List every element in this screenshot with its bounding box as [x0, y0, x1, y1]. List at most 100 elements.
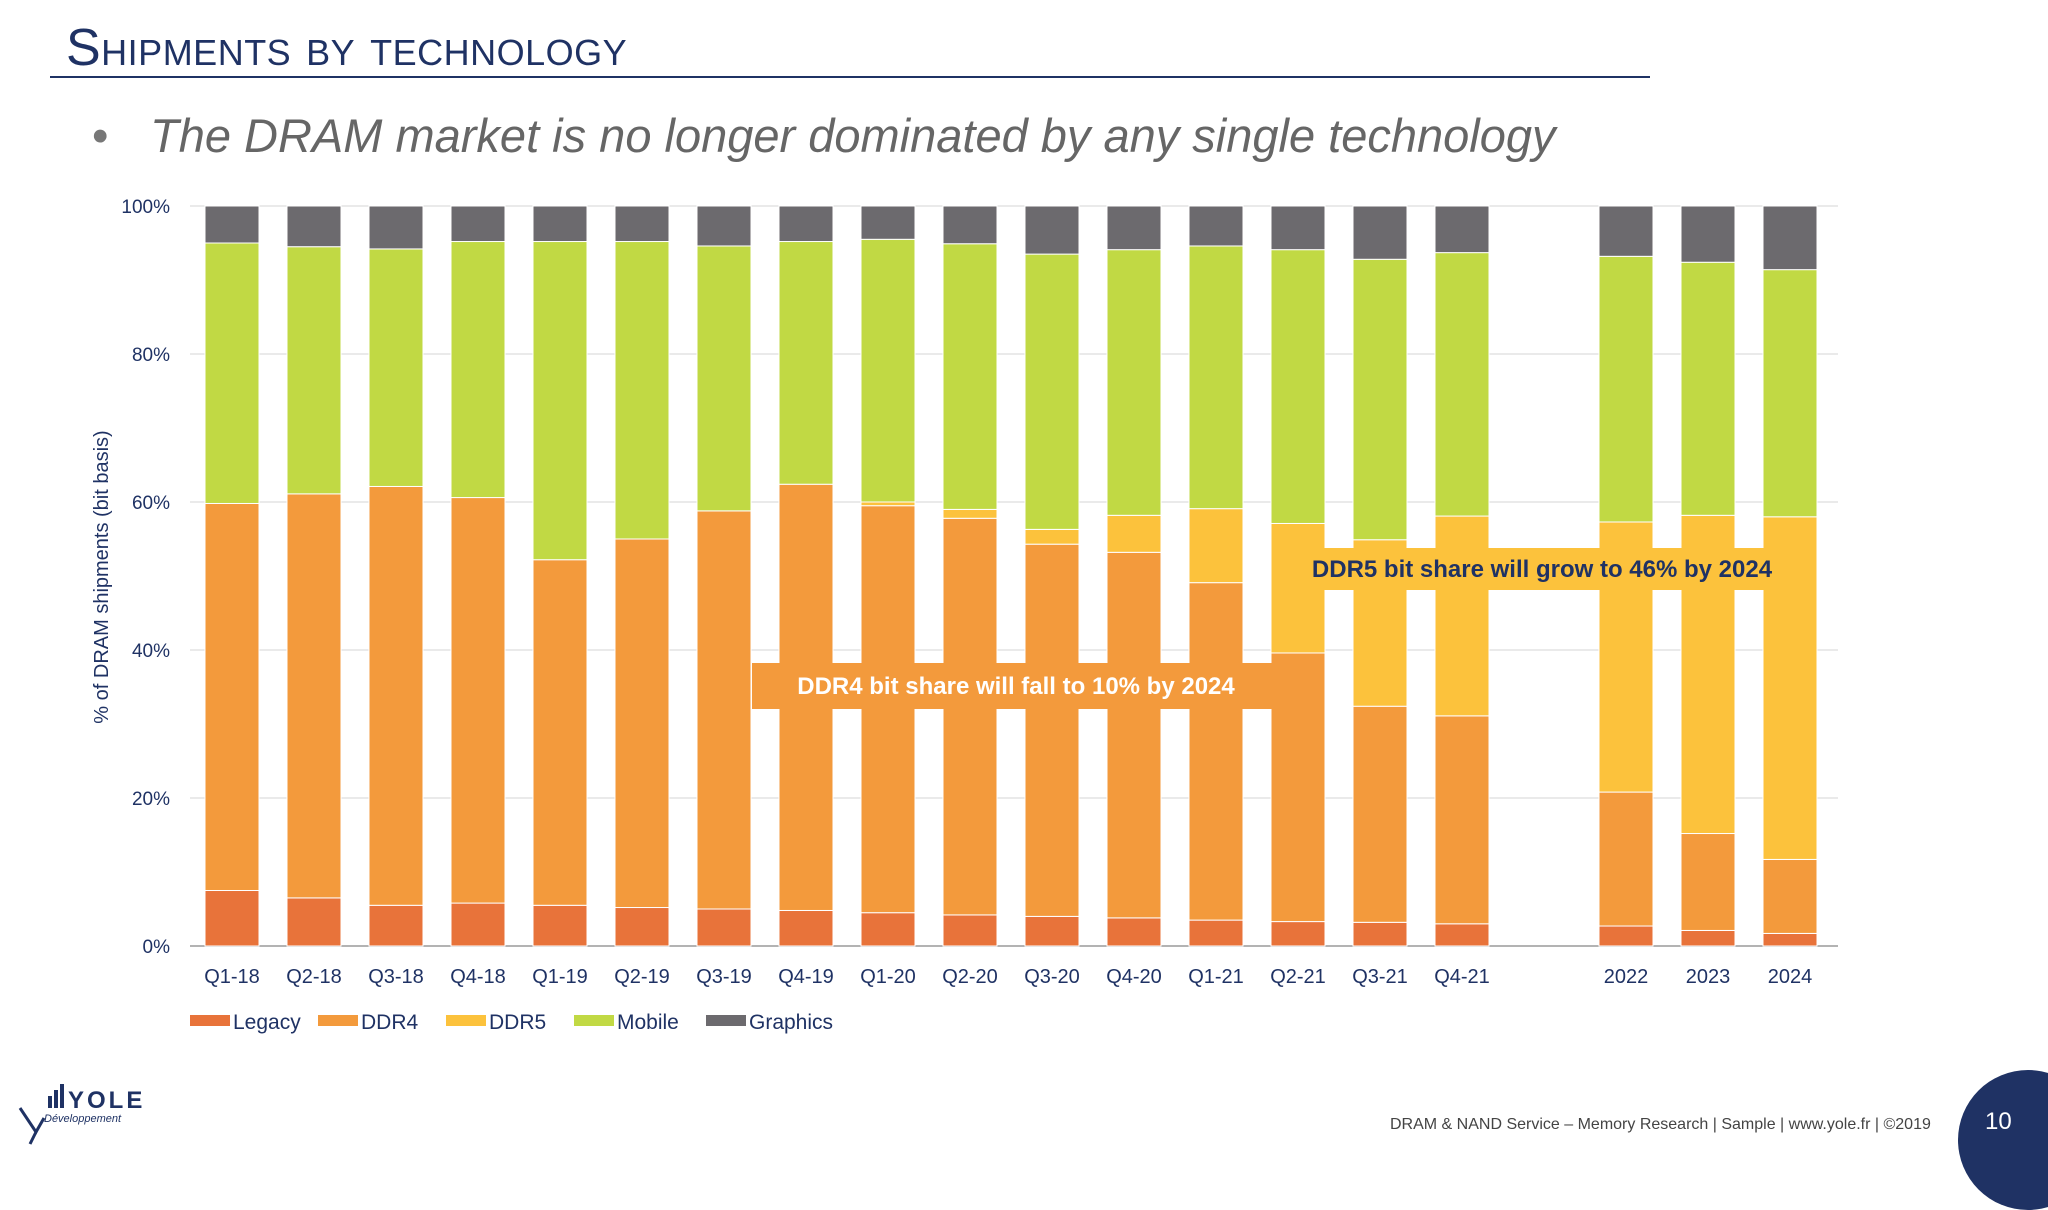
y-axis-ticks: 0% 20% 40% 60% 80% 100%	[121, 197, 170, 958]
annotation-text: DDR5 bit share will grow to 46% by 2024	[1312, 556, 1773, 583]
legend-swatch	[446, 1015, 486, 1026]
bar-segment-mobile	[1680, 261, 1736, 516]
bar-segment-graphics	[286, 205, 342, 248]
x-tick-label: Q2-18	[286, 966, 342, 988]
bar-segment-legacy	[1598, 925, 1654, 947]
bar-segment-legacy	[204, 890, 260, 947]
x-tick-label: Q1-18	[204, 966, 260, 988]
bar-segment-graphics	[1106, 205, 1162, 251]
bar-segment-mobile	[1762, 269, 1818, 518]
x-tick-label: 2023	[1686, 966, 1731, 988]
bullet-point: • The DRAM market is no longer dominated …	[92, 108, 1556, 163]
bar-segment-mobile	[1106, 249, 1162, 516]
bar-segment-ddr4	[1106, 551, 1162, 919]
bar-segment-legacy	[942, 914, 998, 947]
legend-label: Legacy	[233, 1011, 301, 1034]
bar-segment-legacy	[368, 904, 424, 947]
bar-segment-ddr4	[1352, 705, 1408, 923]
slide-title: Shipments by technology	[66, 19, 628, 77]
legend-swatch	[574, 1015, 614, 1026]
bar-segment-graphics	[1352, 205, 1408, 260]
bar-segment-legacy	[1188, 919, 1244, 947]
svg-text:Développement: Développement	[44, 1113, 122, 1125]
bar-segment-graphics	[696, 205, 752, 247]
bar-segment-legacy	[450, 902, 506, 947]
bar-segment-ddr4	[1680, 833, 1736, 931]
annotations: DDR4 bit share will fall to 10% by 2024 D…	[752, 548, 1792, 709]
legend-label: Mobile	[617, 1011, 679, 1034]
x-tick-label: Q4-19	[778, 966, 834, 988]
bar-segment-graphics	[1270, 205, 1326, 251]
bar-segment-ddr4	[1024, 543, 1080, 917]
y-axis-label: % of DRAM shipments (bit basis)	[91, 430, 113, 723]
bar-segment-mobile	[860, 238, 916, 503]
bar-segment-ddr4	[286, 493, 342, 899]
bar-segment-legacy	[696, 908, 752, 947]
bar-segment-graphics	[1762, 205, 1818, 271]
bar-segment-mobile	[204, 242, 260, 504]
bar-segment-graphics	[1188, 205, 1244, 247]
page-number-badge	[1958, 1070, 2048, 1210]
bar-segment-mobile	[1188, 245, 1244, 510]
bar-segment-graphics	[450, 205, 506, 243]
bar-segment-ddr4	[942, 517, 998, 916]
bar-segment-ddr4	[1598, 791, 1654, 927]
bar-segment-mobile	[1434, 252, 1490, 517]
bar-segment-mobile	[450, 241, 506, 499]
bar-segment-graphics	[614, 205, 670, 243]
x-tick-label: Q4-20	[1106, 966, 1162, 988]
x-tick-label: Q3-19	[696, 966, 752, 988]
bar-segment-graphics	[1680, 205, 1736, 263]
bar-series	[204, 205, 1818, 947]
bar-segment-legacy	[1270, 921, 1326, 947]
bar-segment-mobile	[778, 241, 834, 485]
bar-segment-ddr4	[368, 485, 424, 906]
x-tick-label: 2022	[1604, 966, 1649, 988]
bar-segment-mobile	[1024, 253, 1080, 530]
bar-segment-mobile	[1598, 255, 1654, 523]
x-tick-label: 2024	[1768, 966, 1813, 988]
x-tick-label: Q1-19	[532, 966, 588, 988]
x-tick-label: Q1-20	[860, 966, 916, 988]
bar-segment-ddr4	[1434, 715, 1490, 925]
x-tick-label: Q3-21	[1352, 966, 1408, 988]
y-tick-label: 0%	[143, 937, 171, 958]
bar-segment-graphics	[204, 205, 260, 244]
x-tick-label: Q2-20	[942, 966, 998, 988]
bar-segment-legacy	[1352, 921, 1408, 947]
bar-segment-graphics	[942, 205, 998, 245]
legend-swatch	[318, 1015, 358, 1026]
legend-swatch	[190, 1015, 230, 1026]
bar-segment-mobile	[614, 241, 670, 540]
x-tick-label: Q4-21	[1434, 966, 1490, 988]
bar-segment-ddr4	[450, 497, 506, 904]
bar-segment-legacy	[286, 897, 342, 947]
bar-segment-mobile	[1352, 258, 1408, 541]
y-tick-label: 80%	[132, 345, 170, 366]
bar-segment-legacy	[1106, 917, 1162, 947]
bar-segment-graphics	[1598, 205, 1654, 257]
bar-segment-legacy	[1680, 929, 1736, 947]
bar-segment-mobile	[942, 243, 998, 510]
bar-segment-legacy	[778, 909, 834, 947]
bar-segment-ddr4	[614, 538, 670, 909]
bar-segment-ddr5	[1106, 514, 1162, 553]
bullet-marker: •	[92, 109, 109, 162]
x-tick-label: Q2-19	[614, 966, 670, 988]
bar-segment-legacy	[860, 912, 916, 947]
bar-segment-ddr4	[532, 559, 588, 906]
bar-segment-legacy	[1434, 923, 1490, 947]
x-tick-label: Q3-18	[368, 966, 424, 988]
bar-segment-graphics	[1434, 205, 1490, 254]
bar-segment-graphics	[532, 205, 588, 243]
x-tick-label: Q4-18	[450, 966, 506, 988]
bar-segment-graphics	[368, 205, 424, 250]
title-underline	[50, 76, 1650, 78]
bar-segment-legacy	[1762, 932, 1818, 947]
x-axis-ticks: Q1-18 Q2-18 Q3-18 Q4-18 Q1-19 Q2-19 Q3-19 Q4-19…	[204, 966, 1812, 988]
yole-logo: YOLE Développement	[18, 1084, 142, 1145]
y-tick-label: 60%	[132, 493, 170, 514]
x-tick-label: Q2-21	[1270, 966, 1326, 988]
x-tick-label: Q3-20	[1024, 966, 1080, 988]
bar-segment-ddr4	[1188, 582, 1244, 921]
